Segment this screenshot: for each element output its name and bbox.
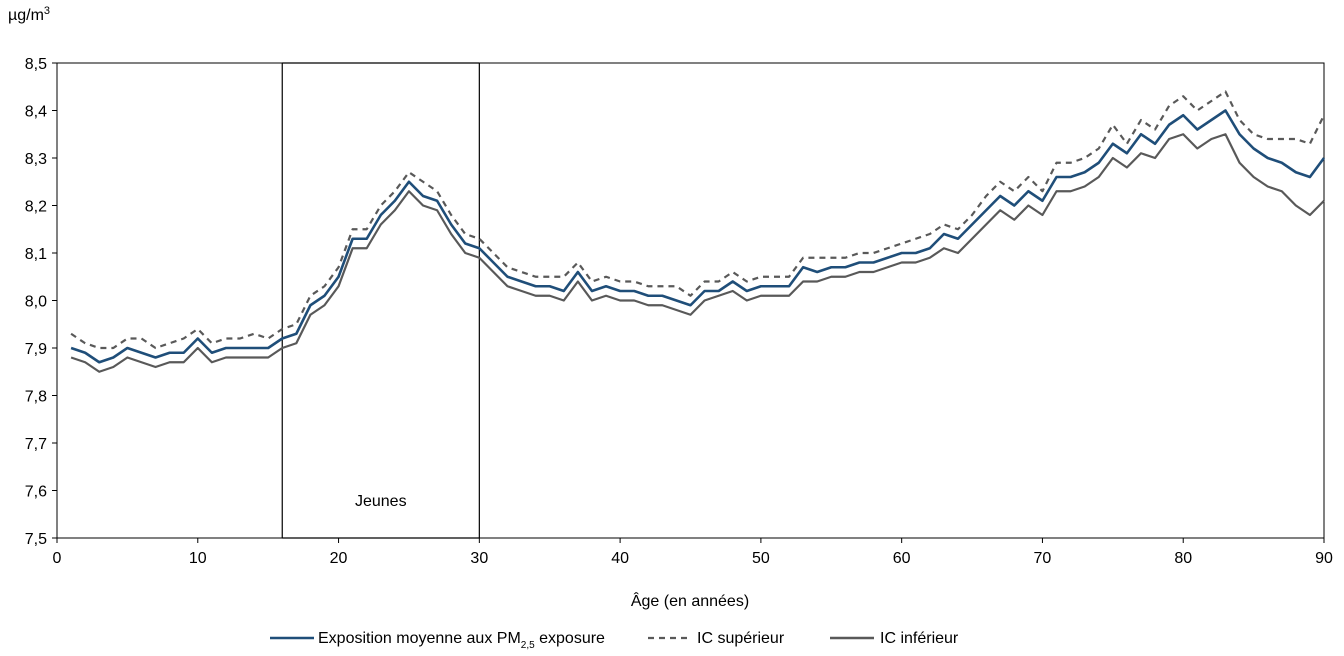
y-unit-superscript: 3 — [44, 5, 50, 17]
y-axis: 7,5 7,6 7,7 7,8 7,9 8,0 8,1 8,2 8,3 8,4 8,5 — [25, 56, 57, 548]
series-line-mean — [70, 109, 1326, 364]
legend-label-lower: IC inférieur — [880, 630, 959, 647]
legend-label-upper: IC supérieur — [697, 630, 785, 647]
y-tick-label: 8,0 — [25, 294, 47, 311]
annotation-label: Jeunes — [355, 493, 407, 510]
y-tick-label: 7,7 — [25, 436, 47, 453]
x-tick-label: 90 — [1315, 550, 1333, 567]
y-tick-label: 8,3 — [25, 151, 47, 168]
y-tick-label: 7,8 — [25, 389, 47, 406]
legend-mean-suffix: exposure — [535, 630, 605, 647]
y-tick-label: 8,4 — [25, 104, 47, 121]
x-tick-label: 0 — [53, 550, 62, 567]
y-tick-label: 7,6 — [25, 484, 47, 501]
y-tick-label: 8,1 — [25, 246, 47, 263]
x-tick-label: 10 — [189, 550, 207, 567]
legend-mean-subscript: 2,5 — [521, 640, 535, 651]
y-unit-text: µg/m — [8, 7, 44, 24]
x-tick-label: 20 — [330, 550, 348, 567]
legend-label-mean: Exposition moyenne aux PM2,5 exposure — [318, 630, 605, 651]
y-tick-label: 7,5 — [25, 531, 47, 548]
y-tick-label: 8,2 — [25, 199, 47, 216]
series-lines — [70, 90, 1326, 373]
legend-mean-prefix: Exposition moyenne aux PM — [318, 630, 521, 647]
x-axis-title: Âge (en années) — [631, 591, 749, 610]
legend: Exposition moyenne aux PM2,5 exposure IC… — [270, 630, 959, 651]
x-tick-label: 50 — [752, 550, 770, 567]
plot-area-frame — [56, 62, 1325, 539]
series-line-lower-ci — [70, 133, 1325, 373]
x-tick-label: 40 — [611, 550, 629, 567]
x-tick-label: 30 — [470, 550, 488, 567]
x-tick-label: 70 — [1034, 550, 1052, 567]
y-unit-label: µg/m3 — [8, 5, 50, 24]
annotation-region: Jeunes — [281, 62, 480, 539]
x-axis: 0 10 20 30 40 50 60 70 80 90 — [53, 538, 1333, 567]
series-line-upper-ci — [70, 90, 1325, 350]
y-tick-label: 8,5 — [25, 56, 47, 73]
x-tick-label: 60 — [893, 550, 911, 567]
x-tick-label: 80 — [1174, 550, 1192, 567]
y-tick-label: 7,9 — [25, 341, 47, 358]
